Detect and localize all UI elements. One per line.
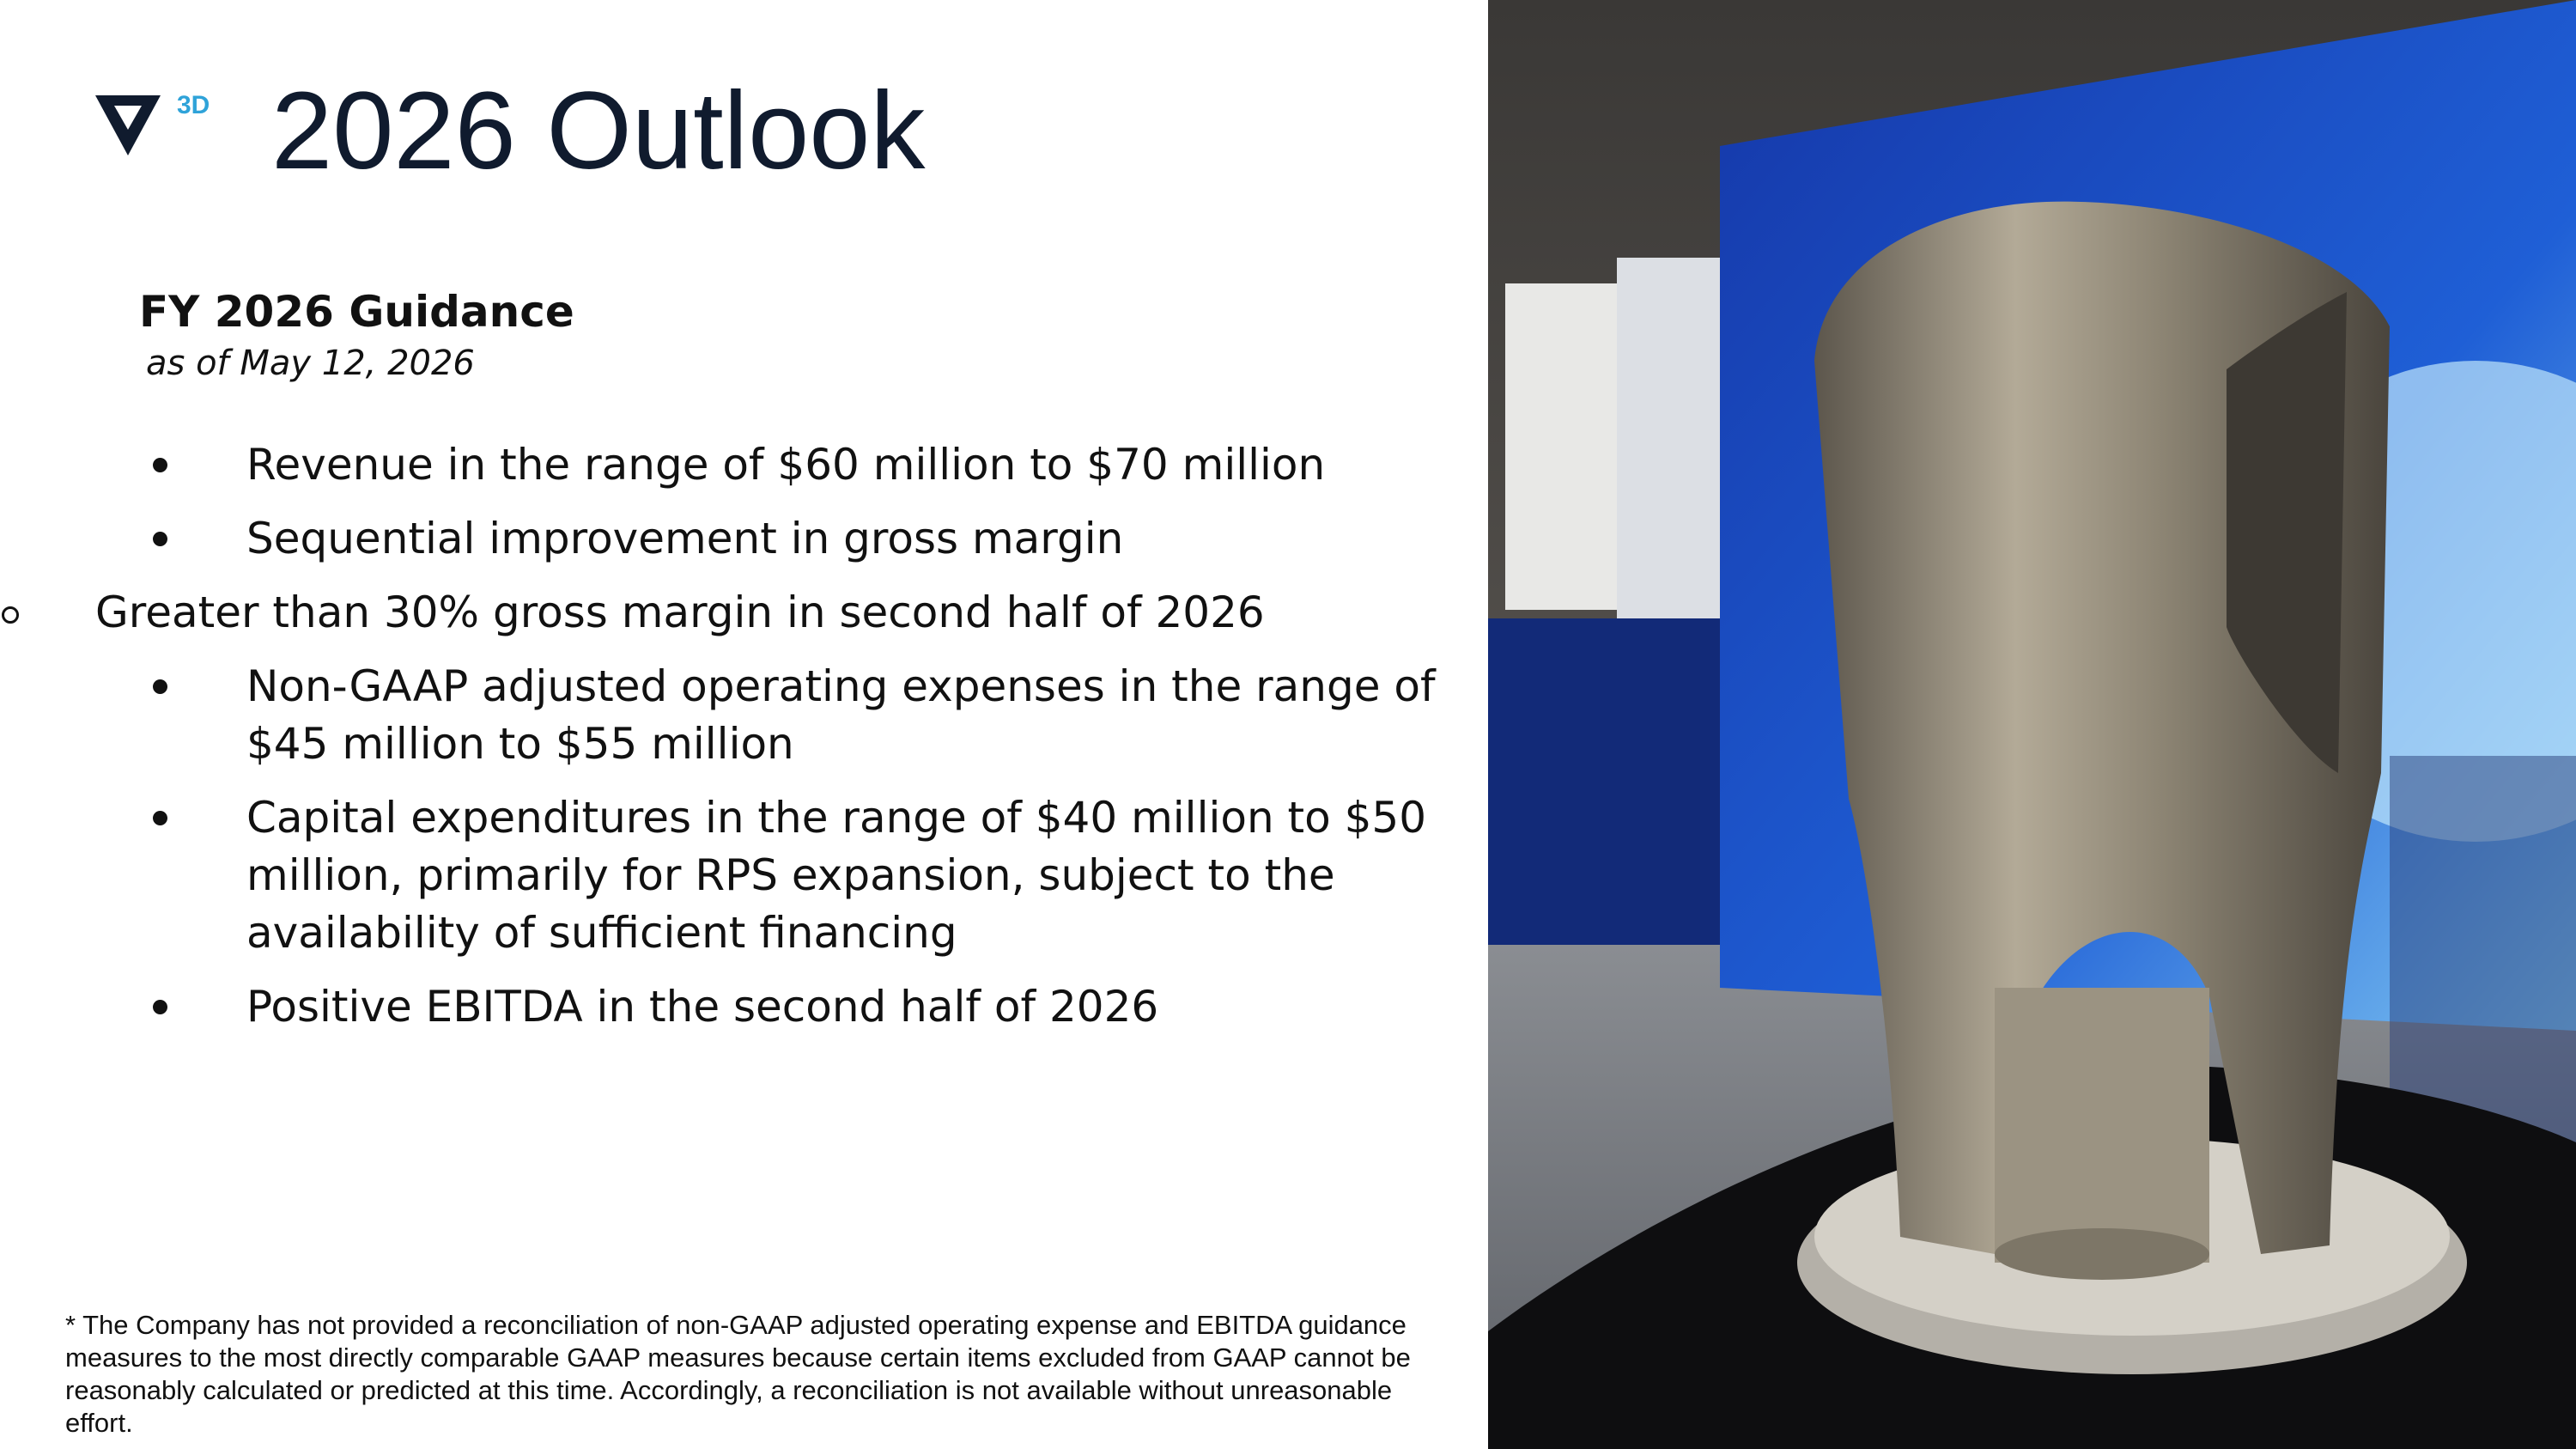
- bullet-marker: [153, 1000, 167, 1014]
- sub-bullet-item: Greater than 30% gross margin in second …: [0, 584, 1460, 642]
- section-heading: FY 2026 Guidance: [139, 287, 574, 337]
- logo-mark: [95, 95, 161, 155]
- bullet-list: Revenue in the range of $60 million to $…: [0, 436, 1460, 1052]
- sub-bullet-text: Greater than 30% gross margin in second …: [95, 588, 1265, 637]
- bullet-marker: [153, 458, 167, 472]
- bullet-marker: [153, 679, 167, 694]
- bullet-text: Revenue in the range of $60 million to $…: [246, 440, 1326, 490]
- bullet-item: Revenue in the range of $60 million to $…: [0, 436, 1444, 494]
- bullet-item: Sequential improvement in gross margin: [0, 510, 1444, 568]
- footnote: * The Company has not provided a reconci…: [65, 1310, 1411, 1438]
- as-of-date: as of May 12, 2026: [146, 344, 475, 383]
- bullet-marker: [153, 811, 167, 825]
- bullet-text: Sequential improvement in gross margin: [246, 514, 1124, 563]
- sub-bullet-marker: [2, 606, 19, 624]
- slide-title: 2026 Outlook: [271, 70, 926, 192]
- booth-photo: [1488, 0, 2576, 1449]
- bullet-item: Positive EBITDA in the second half of 20…: [0, 978, 1444, 1036]
- bullet-text: Non-GAAP adjusted operating expenses in …: [246, 661, 1436, 769]
- bullet-text: Capital expenditures in the range of $40…: [246, 793, 1427, 958]
- bullet-item: Capital expenditures in the range of $40…: [0, 789, 1444, 962]
- logo-text: 3D: [177, 91, 210, 119]
- bullet-text: Positive EBITDA in the second half of 20…: [246, 982, 1159, 1032]
- bullet-marker: [153, 532, 167, 546]
- bullet-item: Non-GAAP adjusted operating expenses in …: [0, 658, 1444, 773]
